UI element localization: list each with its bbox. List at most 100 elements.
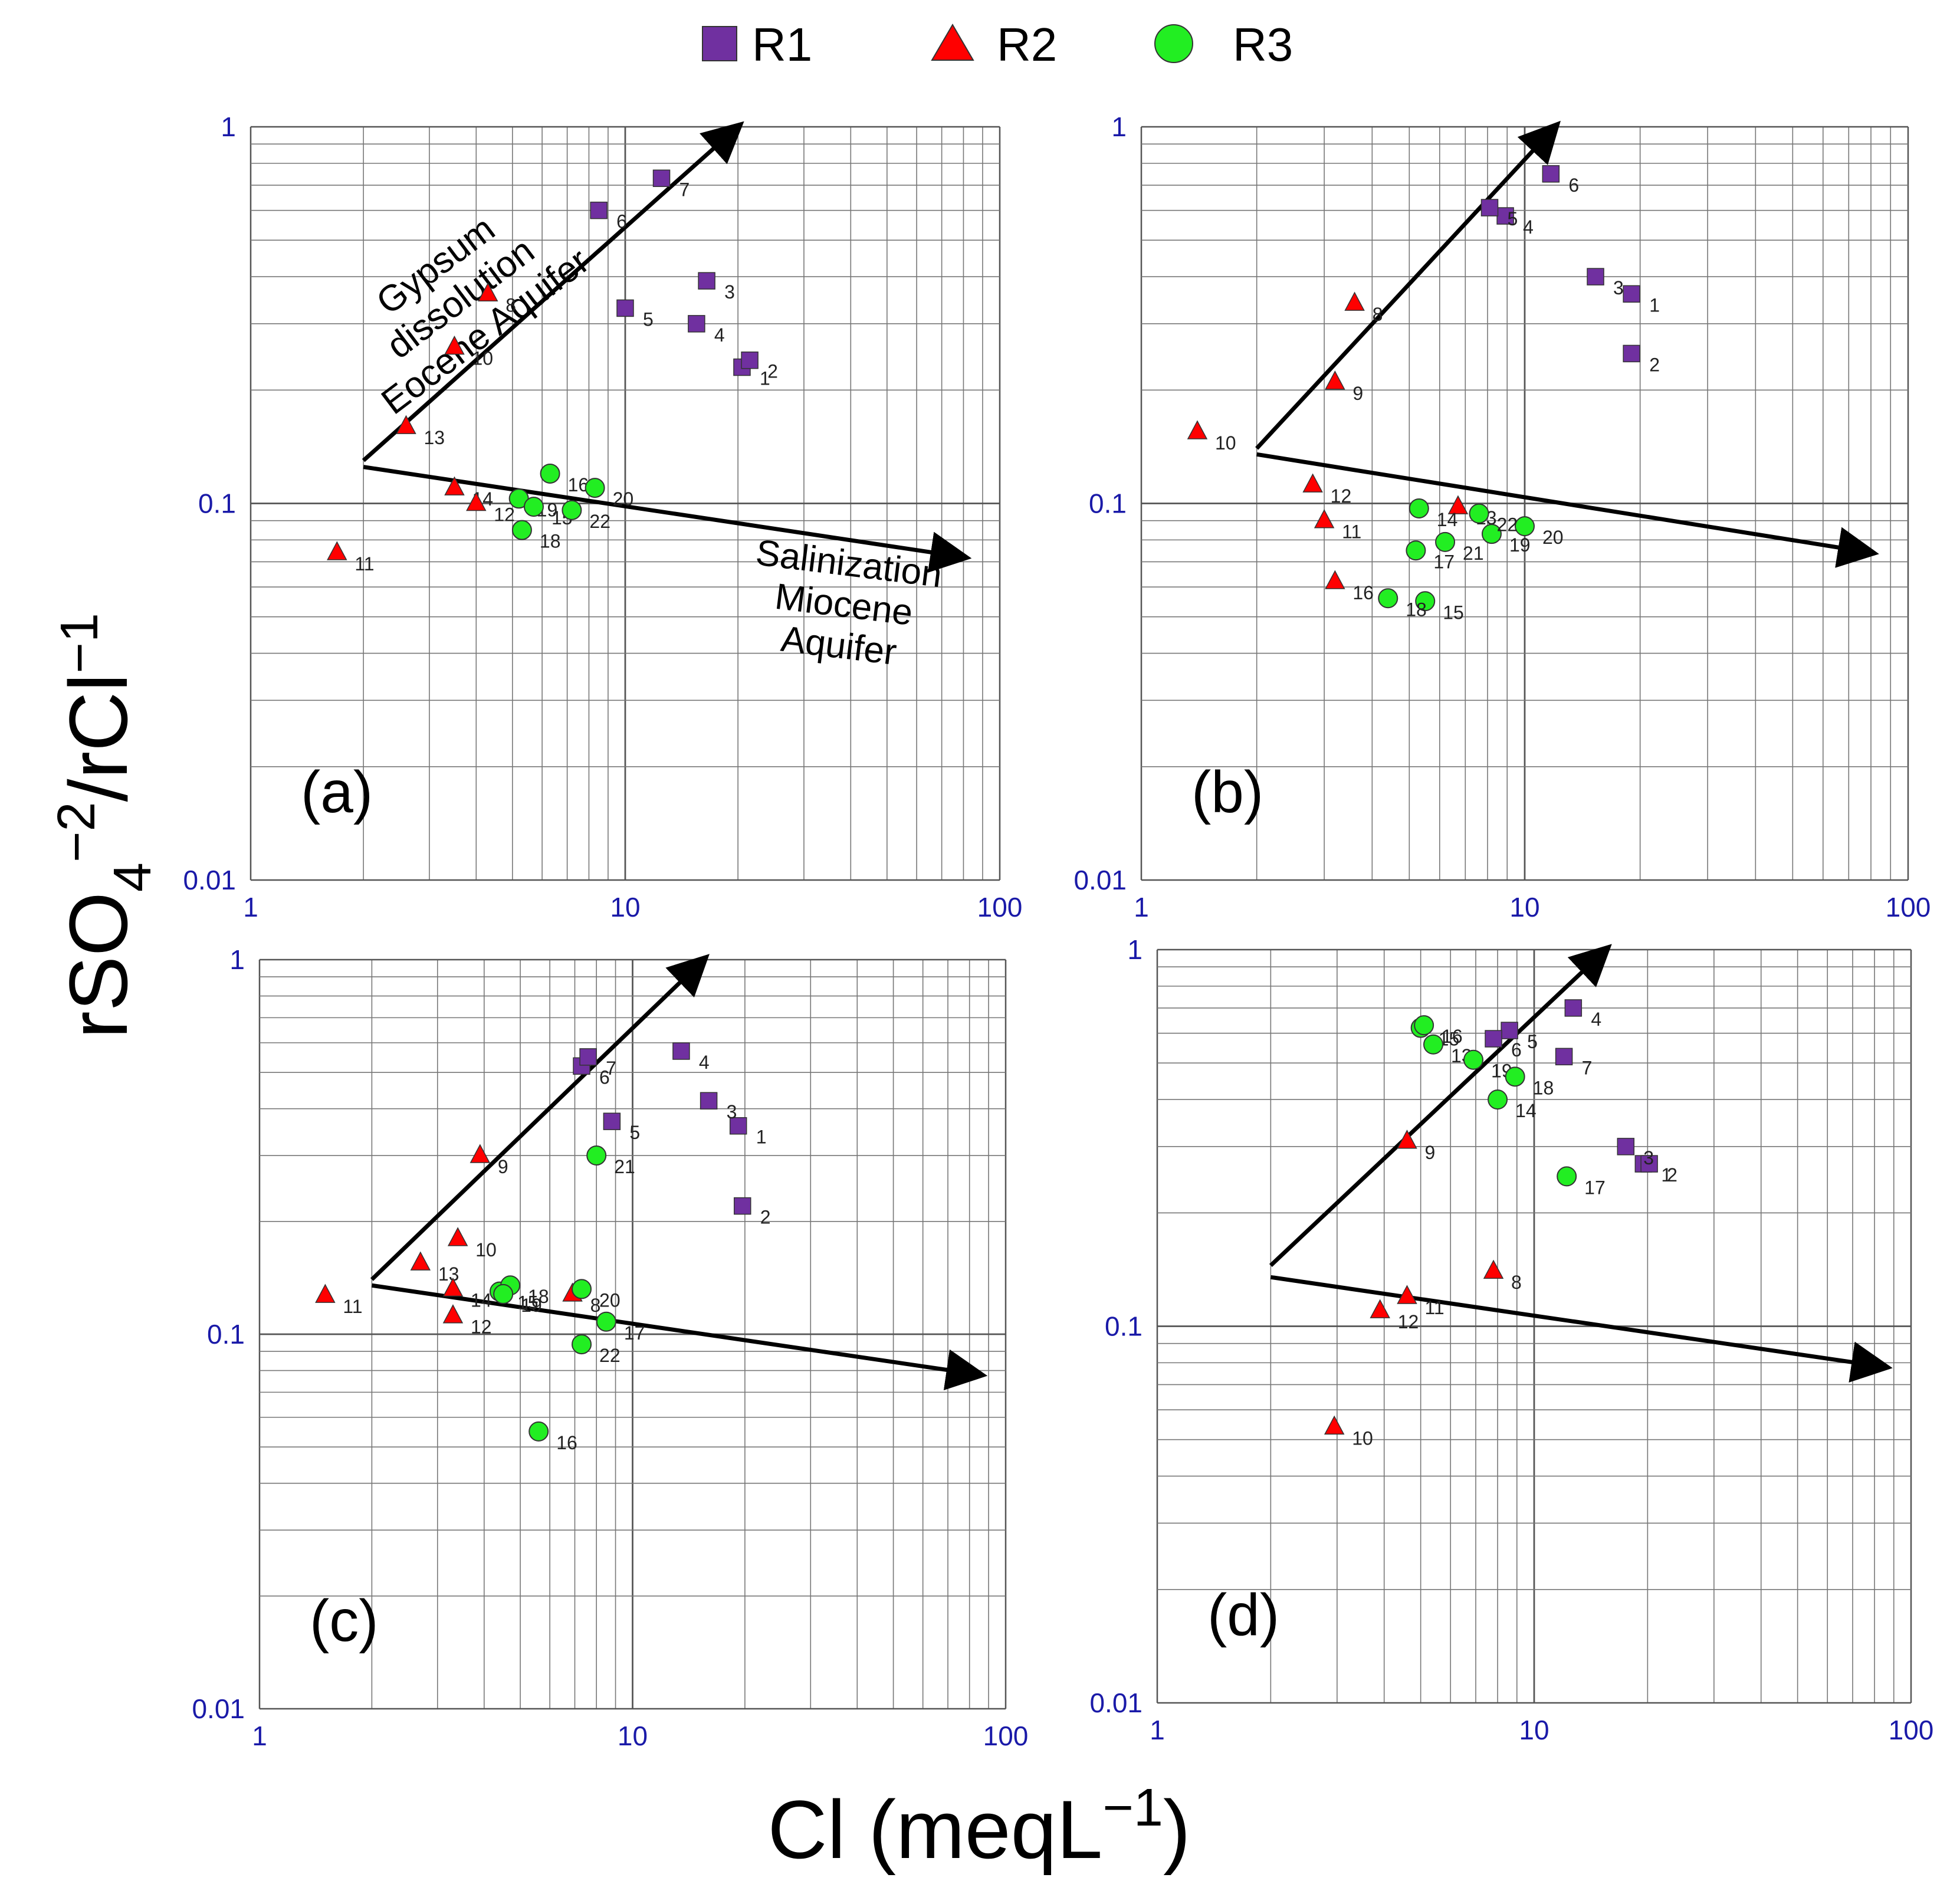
point-label: 18	[1533, 1077, 1554, 1098]
y-tick-label: 0.1	[1089, 488, 1127, 519]
point-label: 11	[1425, 1297, 1444, 1318]
point-label: 22	[589, 511, 610, 532]
y-tick-label: 0.01	[192, 1693, 245, 1724]
panel-a: 1 10 100 0.01 0.1 1 (a) GypsumdissolutionEocene…	[183, 111, 1022, 923]
point-r3	[1406, 540, 1426, 561]
trend-arrow	[363, 465, 972, 573]
point-label: 2	[767, 361, 778, 382]
x-tick-label: 100	[1886, 892, 1931, 923]
point-r1	[616, 299, 634, 317]
point-r3	[596, 1311, 616, 1332]
point-r2	[442, 1277, 464, 1297]
annotation: GypsumdissolutionEocene Aquifer	[324, 175, 597, 422]
legend-label-r1: R1	[752, 18, 812, 71]
point-label: 12	[471, 1317, 492, 1338]
point-label: 17	[624, 1322, 645, 1344]
point-label: 4	[714, 324, 725, 346]
point-r2	[1344, 291, 1365, 311]
point-label: 14	[1437, 509, 1458, 530]
point-r1	[700, 1092, 718, 1109]
point-label: 18	[540, 531, 561, 552]
panel-label: (a)	[301, 759, 373, 825]
point-label: 3	[727, 1101, 737, 1122]
point-r1	[652, 169, 671, 188]
point-label: 10	[1352, 1427, 1373, 1449]
legend-marker-r3	[1154, 24, 1193, 63]
point-r2	[1324, 1415, 1345, 1435]
point-r3	[1414, 1015, 1434, 1036]
point-label: 9	[1425, 1142, 1436, 1163]
point-label: 15	[1443, 602, 1464, 623]
point-label: 1	[1649, 294, 1660, 316]
point-r2	[1325, 570, 1345, 589]
point-label: 10	[475, 1239, 497, 1260]
point-label: 2	[1667, 1164, 1677, 1186]
point-label: 3	[724, 281, 735, 303]
point-label: 6	[1511, 1039, 1522, 1061]
point-r3	[540, 463, 560, 484]
x-tick-label: 1	[252, 1721, 267, 1751]
y-tick-label: 1	[221, 111, 236, 142]
point-r3	[1469, 503, 1489, 524]
point-r3	[572, 1334, 592, 1355]
point-label: 6	[616, 211, 627, 232]
point-r3	[572, 1279, 592, 1299]
point-label: 3	[1613, 277, 1624, 298]
x-tick-label: 10	[610, 892, 640, 923]
point-r3	[586, 1145, 607, 1166]
point-r3	[1435, 531, 1456, 552]
point-r3	[493, 1283, 514, 1304]
point-label: 10	[1215, 432, 1236, 454]
point-r3	[1515, 516, 1535, 537]
point-r2	[1325, 370, 1345, 390]
point-r2	[1397, 1285, 1417, 1304]
point-label: 15	[517, 1292, 539, 1314]
point-label: 12	[1331, 485, 1352, 507]
panel-b: 1101000.010.11(b)12345689101211131614151…	[1073, 111, 1931, 923]
point-label: 11	[1342, 521, 1361, 543]
point-r1	[1564, 999, 1583, 1017]
point-r2	[396, 415, 416, 434]
point-r1	[1623, 344, 1640, 363]
point-label: 13	[424, 427, 445, 448]
grid	[258, 958, 1007, 1710]
point-label: 5	[1508, 208, 1518, 229]
trend-arrow	[371, 1283, 988, 1391]
point-label: 12	[494, 504, 515, 526]
point-r2	[444, 335, 465, 355]
point-label: 9	[498, 1156, 508, 1177]
point-label: 9	[1352, 383, 1363, 404]
trend-arrow	[1256, 452, 1879, 568]
point-label: 19	[521, 1295, 542, 1316]
point-label: 19	[1509, 534, 1531, 556]
point-r1	[672, 1042, 690, 1060]
point-r3	[1557, 1166, 1577, 1187]
point-r1	[1617, 1138, 1635, 1155]
y-tick-label: 0.01	[1073, 865, 1127, 895]
x-tick-label: 10	[1509, 892, 1539, 923]
y-tick-label: 1	[1111, 111, 1127, 142]
y-tick-label: 0.1	[198, 488, 236, 519]
point-r1	[1555, 1048, 1573, 1066]
point-label: 21	[1463, 543, 1484, 564]
panel-d: 1 10 1000.010.11(d)12345679811121015161319…	[1089, 934, 1933, 1745]
point-r2	[327, 541, 347, 560]
grid	[249, 126, 1001, 881]
point-r3	[585, 478, 605, 498]
point-r1	[688, 315, 705, 333]
point-label: 7	[679, 179, 690, 200]
point-label: 5	[629, 1122, 640, 1143]
point-r2	[1397, 1130, 1417, 1149]
x-tick-label: 10	[618, 1721, 648, 1751]
legend-label-r2: R2	[997, 18, 1057, 71]
legend-label-r3: R3	[1233, 18, 1293, 71]
legend: R1 R2 R3	[702, 18, 1293, 71]
point-r3	[1423, 1034, 1443, 1055]
point-label: 4	[1591, 1009, 1601, 1030]
